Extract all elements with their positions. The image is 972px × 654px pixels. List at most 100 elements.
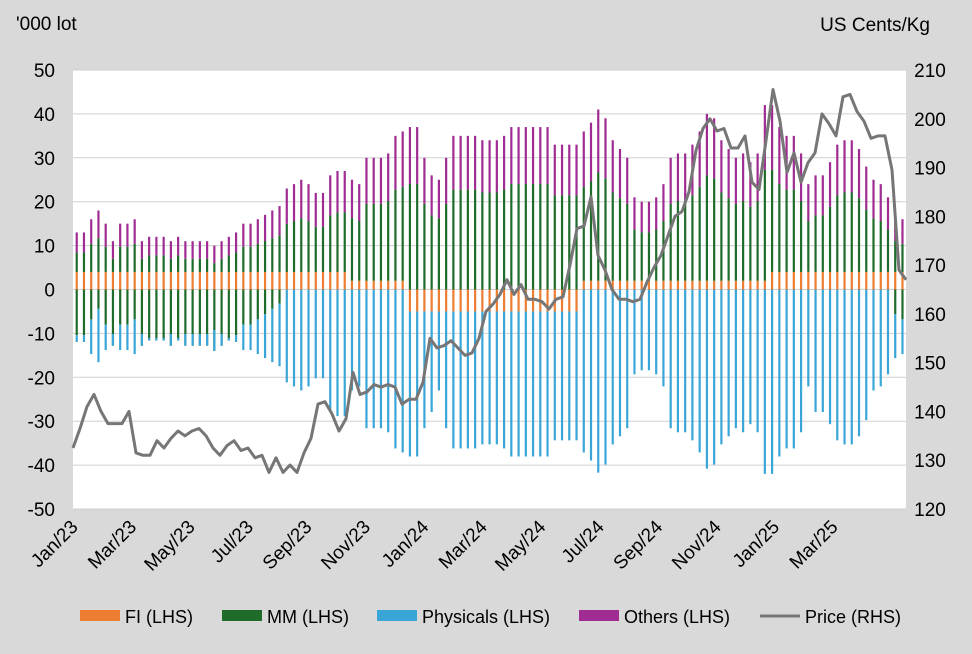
bar-segment: [459, 189, 462, 290]
bar-segment: [307, 271, 310, 290]
bar-segment: [502, 311, 506, 449]
bar-segment: [111, 271, 115, 290]
bar-segment: [423, 203, 426, 290]
bar-segment: [879, 289, 882, 387]
bar-segment: [662, 184, 665, 222]
bar-segment: [90, 271, 93, 290]
bar-segment: [162, 271, 165, 290]
bar-segment: [474, 189, 477, 290]
bar-segment: [184, 289, 187, 346]
bar-segment: [220, 241, 223, 259]
right-axis-tick-label: 190: [914, 159, 946, 180]
bar-segment: [372, 280, 375, 290]
bar-segment: [633, 197, 636, 230]
bar-segment: [539, 127, 542, 184]
bar-segment: [162, 255, 165, 272]
bar-segment: [770, 105, 774, 170]
bar-segment: [271, 238, 274, 272]
bar-segment: [148, 271, 151, 290]
bar-segment: [857, 271, 861, 290]
bar-segment: [466, 135, 469, 190]
bar-segment: [140, 289, 144, 346]
legend-label: MM (LHS): [267, 607, 349, 627]
bar-segment: [655, 280, 658, 290]
bar-segment: [148, 337, 151, 341]
bar-segment: [387, 280, 390, 290]
bar-segment: [684, 153, 687, 202]
bar-segment: [97, 271, 100, 290]
bar-segment: [97, 308, 100, 363]
bar-segment: [133, 319, 136, 355]
bar-segment: [828, 206, 832, 272]
left-axis-unit-label: '000 lot: [16, 14, 77, 35]
bar-segment: [126, 246, 129, 272]
bar-segment: [437, 289, 440, 312]
left-axis-tick-label: 20: [34, 193, 55, 214]
bar-segment: [857, 289, 861, 437]
bar-segment: [742, 280, 745, 290]
bar-segment: [742, 153, 745, 202]
bar-segment: [148, 255, 151, 272]
bar-segment: [314, 226, 317, 272]
bar-segment: [474, 135, 477, 190]
bar-segment: [227, 255, 230, 272]
bar-segment: [850, 140, 853, 193]
bar-segment: [640, 280, 643, 290]
bar-segment: [271, 289, 274, 309]
bar-segment: [488, 311, 491, 445]
bar-segment: [104, 289, 107, 325]
bar-segment: [655, 289, 658, 375]
bar-segment: [336, 212, 339, 272]
bar-segment: [474, 311, 477, 449]
bar-segment: [191, 289, 194, 346]
right-axis-tick-label: 150: [914, 354, 946, 375]
bar-segment: [495, 311, 498, 445]
bar-segment: [307, 289, 310, 387]
bar-segment: [568, 195, 571, 290]
bar-segment: [336, 170, 339, 213]
bar-segment: [879, 271, 882, 290]
legend-item: Physicals (LHS): [377, 607, 550, 627]
bar-segment: [734, 203, 737, 281]
bar-segment: [321, 192, 325, 227]
bar-segment: [560, 311, 564, 441]
right-axis-tick-label: 200: [914, 110, 946, 131]
bar-segment: [749, 289, 752, 425]
bar-segment: [640, 289, 643, 371]
bar-segment: [90, 289, 93, 320]
bar-segment: [365, 203, 368, 281]
bar-segment: [416, 289, 419, 312]
bar-segment: [358, 289, 361, 387]
bar-segment: [184, 271, 187, 290]
bar-segment: [843, 140, 846, 193]
bar-segment: [249, 223, 252, 247]
bar-segment: [604, 280, 607, 290]
bar-segment: [524, 127, 527, 184]
bar-segment: [169, 271, 172, 290]
bar-segment: [560, 195, 564, 290]
bar-segment: [575, 195, 578, 290]
bar-segment: [227, 337, 230, 341]
bar-segment: [191, 258, 194, 272]
bar-segment: [263, 240, 267, 272]
bar-segment: [466, 311, 469, 449]
bar-segment: [843, 271, 846, 290]
bar-segment: [539, 183, 542, 290]
bar-segment: [676, 280, 680, 290]
bar-segment: [394, 289, 397, 449]
bar-segment: [90, 319, 93, 355]
bar-segment: [350, 280, 354, 290]
bar-segment: [589, 289, 593, 461]
bar-segment: [249, 324, 252, 351]
legend-label: FI (LHS): [125, 607, 193, 627]
price-line: [71, 88, 908, 474]
bar-segment: [785, 289, 788, 449]
bar-segment: [553, 311, 556, 441]
left-axis-tick-label: 40: [34, 105, 55, 126]
bar-segment: [263, 214, 267, 241]
bar-segment: [770, 271, 774, 290]
bar-segment: [292, 289, 296, 387]
bar-segment: [698, 131, 701, 187]
bar-segment: [807, 184, 810, 222]
right-axis-tick-label: 130: [914, 451, 946, 472]
